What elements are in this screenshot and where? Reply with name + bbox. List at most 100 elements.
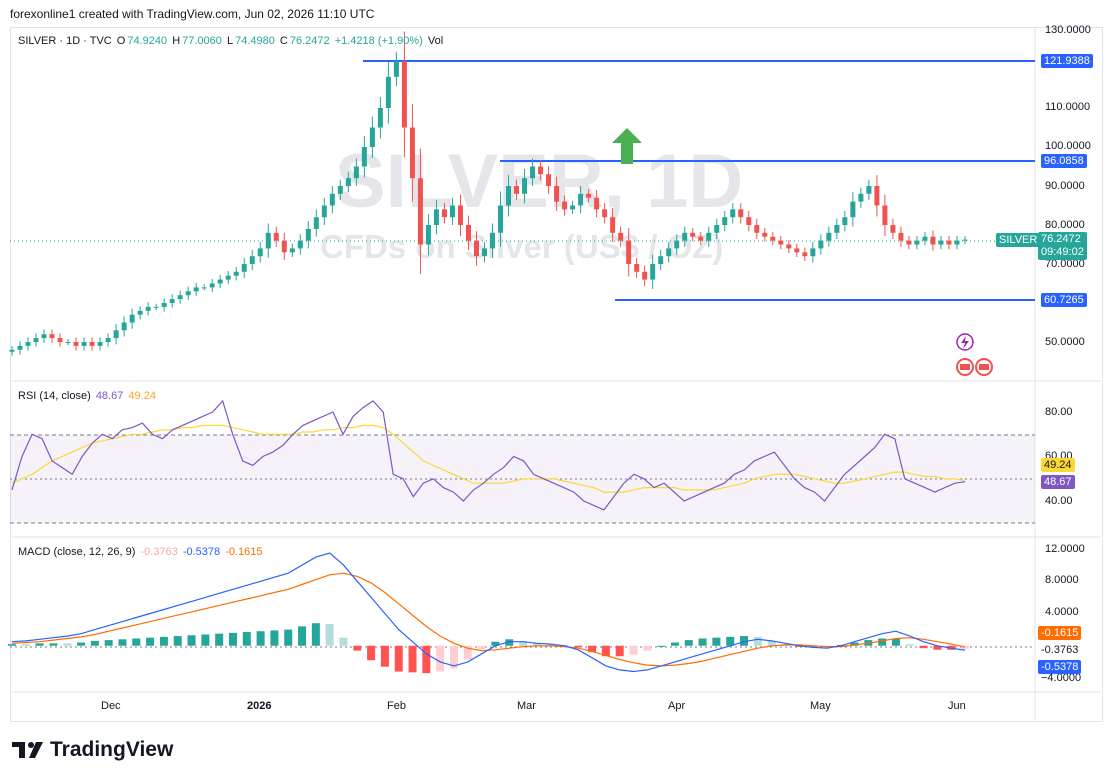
legend-change: +1.4218 (+1.90%) <box>334 35 423 47</box>
macd-histogram-bar <box>574 645 583 648</box>
rsi-legend-name: RSI (14, close) <box>18 390 91 402</box>
candle-body <box>906 240 912 245</box>
candle-body <box>786 244 792 249</box>
us-flag-icon-2 <box>975 358 993 376</box>
macd-line <box>11 552 966 673</box>
macd-histogram-bar <box>394 645 403 672</box>
macd-legend: MACD (close, 12, 26, 9) -0.3763 -0.5378 … <box>18 546 265 558</box>
candle-body <box>754 225 760 233</box>
candle-body <box>361 147 367 167</box>
candle-body <box>826 232 832 241</box>
macd-histogram-bar <box>215 633 224 646</box>
candle-body <box>97 342 103 346</box>
candle-body <box>137 310 143 315</box>
candle-body <box>401 61 407 128</box>
macd-legend-name: MACD (close, 12, 26, 9) <box>18 546 136 558</box>
macd-histogram-bar <box>753 636 762 646</box>
last-price-symbol-tag: SILVER <box>996 233 1041 247</box>
rsi-legend: RSI (14, close) 48.67 49.24 <box>18 390 158 402</box>
candle-body <box>530 166 536 179</box>
macd-histogram-bar <box>159 636 168 646</box>
macd-histogram-bar <box>850 642 859 646</box>
macd-histogram-bar <box>104 640 113 646</box>
candle-body <box>738 209 744 218</box>
macd-histogram-bar <box>380 645 389 667</box>
macd-histogram-bar <box>670 642 679 646</box>
legend-high: 77.0060 <box>182 35 222 47</box>
legend-symbol: SILVER · 1D · TVC <box>18 35 112 47</box>
candle-body <box>618 232 624 241</box>
footer-brand: TradingView <box>50 738 174 761</box>
candle-body <box>594 197 600 210</box>
candle-body <box>866 186 872 194</box>
candle-body <box>586 193 592 198</box>
candle-body <box>17 345 23 350</box>
candle-body <box>746 217 752 225</box>
us-flag-icon <box>956 358 974 376</box>
macd-histogram-bar <box>21 644 30 646</box>
macd-histogram-bar <box>463 645 472 660</box>
candle-body <box>802 252 808 257</box>
rsi-tick: 80.00 <box>1045 406 1073 418</box>
time-tick: Dec <box>101 700 121 712</box>
candle-body <box>690 232 696 237</box>
candle-body <box>650 264 656 280</box>
price-tick: 50.0000 <box>1045 336 1085 348</box>
candle-body <box>449 205 455 218</box>
candle-body <box>177 295 183 300</box>
candle-body <box>546 174 552 186</box>
candle-body <box>506 186 512 206</box>
macd-histogram-bar <box>311 623 320 646</box>
candle-body <box>946 240 952 245</box>
price-tick: 70.0000 <box>1045 258 1085 270</box>
candle-body <box>490 232 496 249</box>
tradingview-logo[interactable]: TradingView <box>12 738 173 762</box>
chart-frame[interactable] <box>10 27 1103 722</box>
chart-header: forexonline1 created with TradingView.co… <box>10 7 375 21</box>
candle-body <box>433 209 439 225</box>
candle-body <box>185 291 191 296</box>
macd-histogram-bar <box>298 626 307 646</box>
candle-body <box>145 306 151 311</box>
flash-event-icon <box>956 333 974 351</box>
legend-close: 76.2472 <box>289 35 330 47</box>
candle-body <box>113 330 119 339</box>
legend-low: 74.4980 <box>235 35 275 47</box>
legend-close-label: C <box>279 35 288 47</box>
candle-body <box>834 225 840 233</box>
level-tag-96[interactable]: 96.0858 <box>1041 154 1087 168</box>
candle-body <box>57 338 63 342</box>
candle-body <box>257 248 263 257</box>
candle-body <box>273 232 279 241</box>
macd-histogram-bar <box>228 632 237 646</box>
candle-body <box>898 232 904 241</box>
candle-body <box>193 287 199 292</box>
macd-signal-line <box>11 572 966 667</box>
level-tag-60[interactable]: 60.7265 <box>1041 293 1087 307</box>
macd-histogram-bar <box>532 643 541 646</box>
candle-body <box>794 248 800 253</box>
rsi-group <box>11 399 966 511</box>
macd-histogram-bar <box>449 645 458 669</box>
candle-body <box>201 287 207 289</box>
macd-histogram-bar <box>90 640 99 646</box>
macd-tick: 8.0000 <box>1045 574 1079 586</box>
macd-histogram-bar <box>491 641 500 646</box>
price-tick: 100.0000 <box>1045 140 1091 152</box>
candle-body <box>481 248 487 257</box>
last-price-tag[interactable]: 76.2472 09:49:02 <box>1038 232 1087 260</box>
rsi-line <box>11 399 966 511</box>
macd-histogram-bar <box>146 637 155 646</box>
macd-histogram-bar <box>284 629 293 646</box>
macd-histogram-bar <box>629 645 638 655</box>
time-tick: Apr <box>668 700 686 712</box>
level-tag-121[interactable]: 121.9388 <box>1041 54 1093 68</box>
macd-histogram-bar <box>242 632 251 646</box>
candle-body <box>345 178 351 186</box>
legend-open: 74.9240 <box>127 35 168 47</box>
macd-histogram-bar <box>891 638 900 646</box>
candle-body <box>153 306 159 308</box>
candle-body <box>89 342 95 346</box>
time-tick: Mar <box>517 700 536 712</box>
